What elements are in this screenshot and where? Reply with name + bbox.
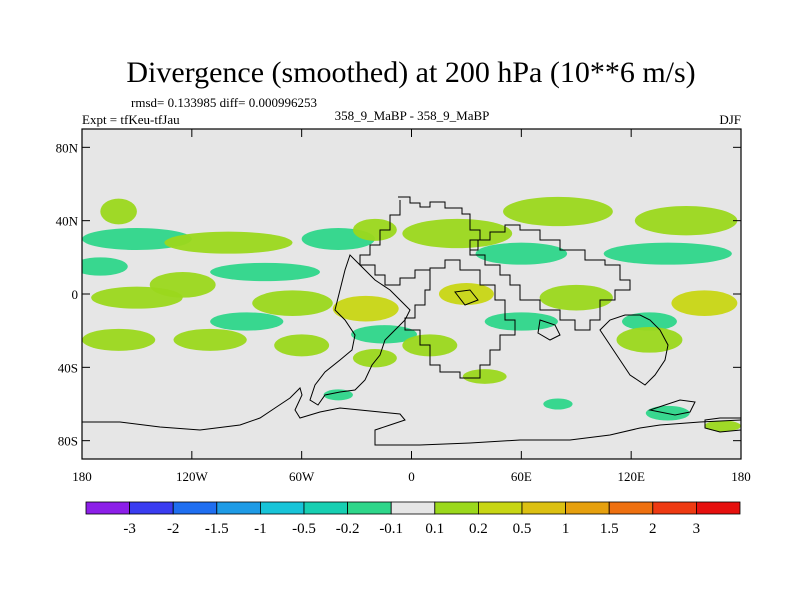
colorbar-swatch [565,501,610,515]
y-axis: 80N 40N 0 40S 80S [56,140,741,449]
contour-blob [704,420,741,432]
contour-blob [438,283,494,305]
contour-blob [352,218,397,241]
colorbar-swatch [216,501,261,515]
colorbar-swatch [652,501,697,515]
stats-label: rmsd= 0.133985 diff= 0.000996253 [131,95,317,110]
colorbar-swatch [390,501,436,515]
x-tick-label: 120E [617,469,645,484]
contour-blob [210,312,284,331]
contour-blob [352,349,397,368]
colorbar-label: -0.1 [379,521,403,537]
x-tick-label: 120W [176,469,209,484]
colorbar-swatch [477,501,523,515]
contour-blob [622,312,677,331]
contour-blob [252,290,333,316]
colorbar-swatch [608,501,654,515]
contour-blob [671,290,738,316]
colorbar-label: 2 [649,521,657,537]
contour-blob [539,284,613,311]
x-tick-label: 60W [289,469,315,484]
contour-blob [484,312,558,331]
contour-blob [323,389,353,401]
colorbar-swatch [85,501,130,515]
contour-blob [173,328,247,351]
colorbar-label: 0.1 [425,521,444,537]
contour-blob [634,206,738,236]
colorbar-label: -1.5 [205,521,229,537]
colorbar-swatch [172,501,218,515]
colorbar-swatch [521,501,566,515]
contour-blob [164,231,293,254]
y-tick-label: 40N [56,214,79,229]
contour-blob [332,295,399,322]
x-tick-label: 60E [511,469,532,484]
colorbar-label: -0.5 [292,521,316,537]
colorbar-label: 1 [562,521,570,537]
colorbar-label: 1.5 [600,521,619,537]
contour-blob [462,369,507,384]
colorbar-swatch [259,501,305,515]
colorbar-label: 0.5 [513,521,532,537]
colorbar-swatch [434,501,479,515]
colorbar-label: 0.2 [469,521,488,537]
colorbar-label: -1 [254,521,267,537]
y-tick-label: 40S [58,360,78,375]
contour-blob [402,218,513,249]
x-tick-label: 0 [408,469,415,484]
contour-blob [351,325,417,344]
coastlines [82,196,741,446]
chart-title: Divergence (smoothed) at 200 hPa (10**6 … [126,56,695,89]
colorbar-label: -0.2 [336,521,360,537]
colorbar-swatch [696,501,741,515]
contour-blob [82,228,192,250]
y-tick-label: 80S [58,434,78,449]
contour-blob [100,198,137,225]
x-tick-label: 180 [731,469,751,484]
x-axis: 180 120W 60W 0 60E 120E 180 [72,129,751,484]
colorbar-swatch [129,501,174,515]
colorbar-label: -2 [167,521,180,537]
expt-label: Expt = tfKeu-tfJau [82,112,180,127]
contour-blob [82,257,128,276]
contour-blob [616,327,683,353]
y-tick-label: 80N [56,140,79,155]
contour-blob [503,196,613,227]
contour-blob [91,286,183,309]
contour-blob [274,334,330,357]
field-contours [82,196,741,432]
colorbar-label: 3 [693,521,701,537]
contour-blob [603,242,732,265]
experiment-pair-label: 358_9_MaBP - 358_9_MaBP [335,108,490,123]
contour-blob [82,328,156,351]
contour-blob [210,262,320,282]
colorbar-label: -3 [123,521,136,537]
x-tick-label: 180 [72,469,92,484]
y-tick-label: 0 [72,287,79,302]
season-label: DJF [719,112,741,127]
colorbar: -3 -2 -1.5 -1 -0.5 -0.2 -0.1 0.1 0.2 0.5 1 1.5 2 3 [85,501,741,537]
contour-blob [475,242,568,265]
colorbar-swatch [303,501,348,515]
colorbar-swatch [347,501,392,515]
contour-blob [543,398,573,410]
